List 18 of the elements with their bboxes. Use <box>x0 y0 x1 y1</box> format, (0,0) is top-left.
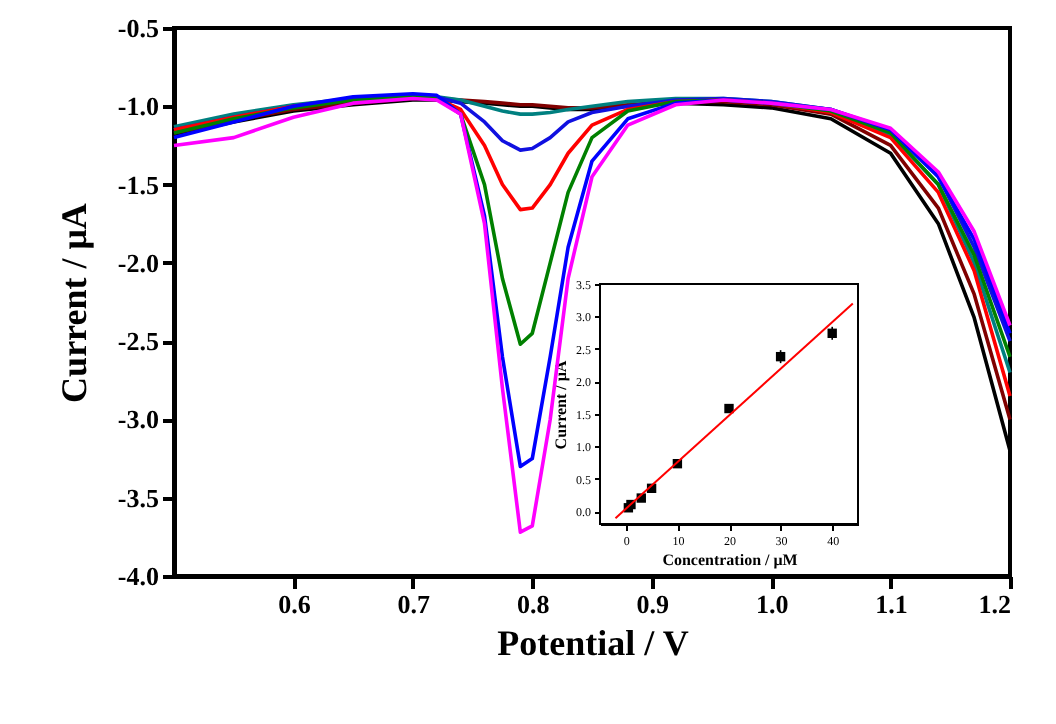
y-tick-label: -1.0 <box>117 91 159 122</box>
y-tick-label: -3.5 <box>117 482 160 513</box>
x-axis-title: Concentration / μM <box>662 551 799 569</box>
x-tick-label: 0.6 <box>278 589 312 619</box>
x-tick-label: 1.0 <box>755 589 789 619</box>
x-tick-label: 1.2 <box>978 589 1011 619</box>
x-axis-title: Potential / V <box>497 623 689 663</box>
y-tick-label: -3.0 <box>117 404 159 435</box>
y-tick-label: -4.0 <box>117 561 159 591</box>
y-axis-title: Current / μA <box>53 203 94 403</box>
x-tick-label: 0.9 <box>636 589 670 619</box>
y-tick-label: -0.5 <box>117 13 160 43</box>
y-tick-label: -2.0 <box>117 247 159 278</box>
y-tick-label: -1.5 <box>117 169 160 200</box>
x-tick-label: 1.1 <box>875 589 908 619</box>
x-tick-label: 0.7 <box>397 589 432 619</box>
y-tick-label: -2.5 <box>117 326 160 357</box>
x-tick-label: 0.8 <box>517 589 551 619</box>
